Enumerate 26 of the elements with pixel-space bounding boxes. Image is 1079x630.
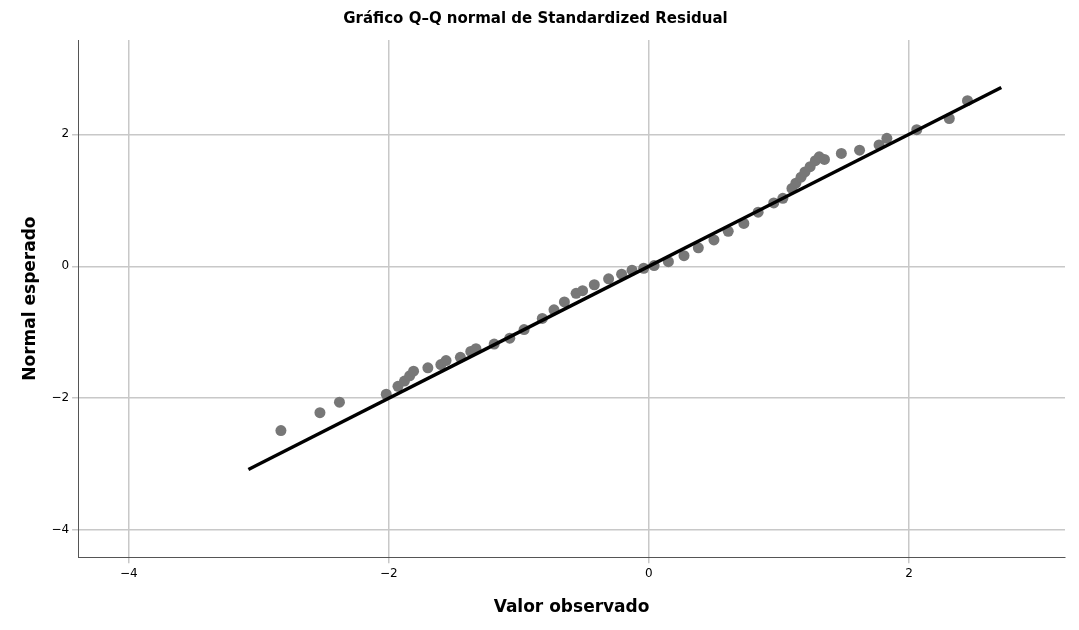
point	[314, 407, 326, 419]
point	[708, 234, 720, 246]
x-tick-label: 0	[645, 565, 653, 580]
point	[603, 273, 615, 285]
point	[577, 285, 589, 297]
point	[408, 365, 420, 377]
x-axis-title: Valor observado	[493, 596, 650, 617]
y-tick-label: −4	[51, 522, 70, 537]
x-tick-label: 2	[905, 565, 913, 580]
point	[881, 132, 893, 144]
point	[588, 279, 600, 291]
y-axis-title: Normal esperado	[18, 216, 39, 381]
x-tick-label: −2	[380, 565, 398, 580]
point	[275, 425, 287, 437]
point	[835, 147, 847, 159]
y-tick-label: 2	[61, 126, 70, 141]
point	[678, 250, 690, 262]
point	[333, 396, 345, 408]
y-tick-label: −2	[51, 390, 70, 405]
x-tick-label: −4	[119, 565, 138, 580]
point	[422, 362, 434, 374]
point	[440, 355, 452, 367]
y-tick-label: 0	[61, 258, 70, 273]
point	[558, 296, 570, 308]
chart-title: Gráfico Q–Q normal de Standardized Residual	[343, 8, 728, 27]
point	[854, 144, 866, 156]
